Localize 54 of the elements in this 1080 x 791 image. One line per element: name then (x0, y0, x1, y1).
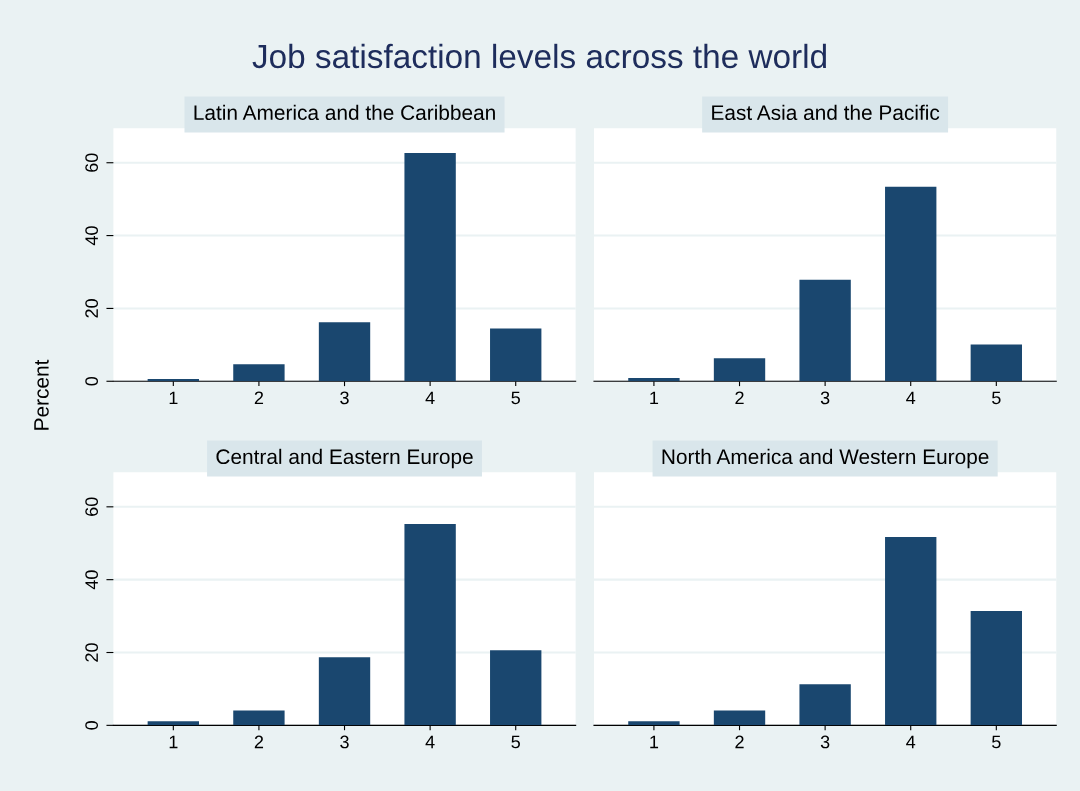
x-tick-label: 5 (511, 391, 520, 405)
chart-title: Latin America and the Caribbean (194, 104, 495, 121)
chart-title: North America and Western Europe (662, 448, 989, 469)
bar (628, 377, 680, 382)
bar (147, 721, 199, 726)
y-tick-label: 40 (85, 226, 99, 246)
x-tick-label: 2 (735, 391, 744, 405)
bar (885, 186, 937, 382)
bar (490, 650, 542, 726)
bar (318, 657, 371, 726)
y-tick-label: 40 (85, 570, 99, 590)
bar (799, 684, 851, 726)
x-tick-label: 2 (254, 391, 264, 405)
bar (233, 710, 285, 726)
x-tick-label: 5 (992, 735, 1001, 749)
x-tick-label: 1 (169, 735, 178, 749)
bar (713, 710, 766, 726)
y-tick-label: 0 (85, 376, 99, 386)
bar (404, 523, 456, 726)
y-tick-label: 0 (85, 721, 99, 730)
x-tick-label: 3 (820, 735, 830, 749)
chart-title: Central and Eastern Europe (216, 448, 473, 469)
x-tick-label: 1 (169, 391, 178, 405)
x-tick-label: 3 (820, 391, 830, 405)
x-tick-label: 5 (992, 391, 1001, 405)
bar (799, 279, 851, 382)
bar (970, 344, 1022, 382)
x-tick-label: 4 (906, 735, 916, 749)
y-tick-label: 20 (85, 643, 99, 662)
bar (233, 364, 285, 382)
bar (628, 721, 680, 726)
text: Job satisfaction levels across the world (252, 43, 826, 69)
bar (147, 379, 199, 382)
x-tick-label: 5 (511, 735, 520, 749)
x-tick-label: 1 (650, 391, 659, 405)
x-tick-label: 2 (735, 735, 744, 749)
x-tick-label: 2 (254, 735, 264, 749)
chart-title: East Asia and the Pacific (712, 104, 940, 121)
bar (885, 537, 937, 726)
x-tick-label: 3 (340, 391, 349, 405)
bar (490, 328, 542, 382)
bar (970, 610, 1022, 726)
y-tick-label: 60 (85, 497, 99, 516)
x-tick-label: 4 (425, 391, 435, 405)
x-tick-label: 1 (650, 735, 659, 749)
y-tick-label: 20 (85, 299, 99, 318)
bar (404, 152, 456, 382)
y-tick-label: 60 (85, 153, 99, 172)
x-tick-label: 3 (340, 735, 349, 749)
bar (318, 322, 371, 382)
x-tick-label: 4 (906, 391, 916, 405)
y-axis-title: Percent (34, 359, 49, 430)
bar (713, 358, 766, 382)
x-tick-label: 4 (425, 735, 435, 749)
